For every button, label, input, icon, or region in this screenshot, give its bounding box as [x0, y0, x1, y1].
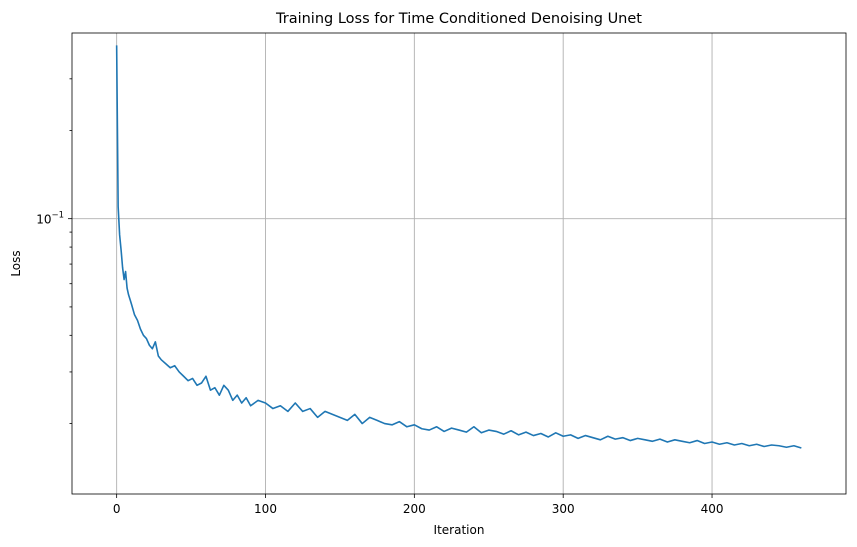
tick-layer: 0 100 200 300 400 10−1 [36, 78, 724, 516]
grid-layer [72, 33, 846, 494]
chart-title: Training Loss for Time Conditioned Denoi… [275, 11, 642, 27]
loss-series-line [115, 45, 802, 449]
x-tick-label: 300 [552, 502, 575, 516]
x-tick-label: 0 [113, 502, 121, 516]
y-axis-title: Loss [9, 250, 23, 276]
x-tick-label: 100 [254, 502, 277, 516]
x-tick-label: 200 [403, 502, 426, 516]
x-axis-title: Iteration [434, 523, 485, 537]
x-tick-label: 400 [701, 502, 724, 516]
axes-frame [71, 32, 847, 495]
series-layer [115, 45, 802, 449]
y-tick-label: 10−1 [36, 211, 64, 227]
